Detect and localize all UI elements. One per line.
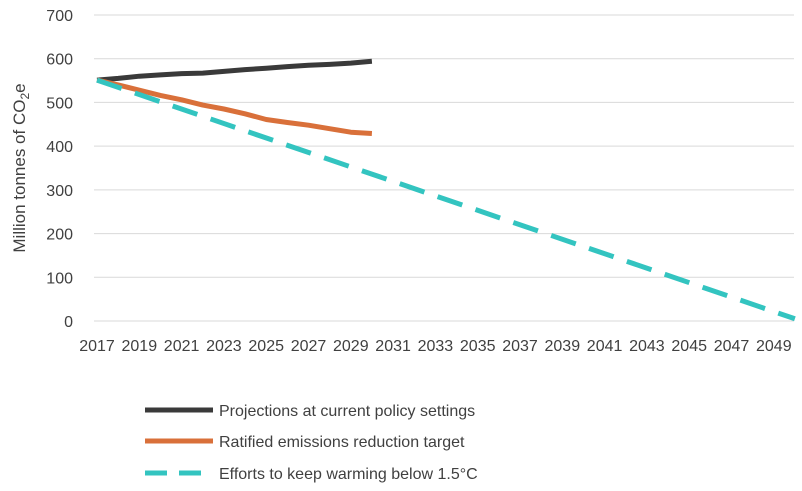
x-tick-label: 2031 — [375, 338, 411, 355]
y-axis-label-tail: e — [10, 83, 29, 92]
gridlines — [94, 14, 794, 322]
x-tick-label: 2025 — [248, 338, 284, 355]
x-tick-label: 2017 — [79, 338, 115, 355]
legend-label-3: Efforts to keep warming below 1.5°C — [219, 466, 478, 483]
x-tick-label: 2039 — [545, 338, 581, 355]
legend: Projections at current policy settings Ra… — [145, 403, 478, 483]
x-axis-ticks: 2017 2019 2021 2023 2025 2027 2029 2031 2033 2035… — [79, 338, 791, 355]
y-axis-ticks: 0 100 200 300 400 500 600 700 — [46, 8, 73, 331]
x-tick-label: 2045 — [671, 338, 707, 355]
y-tick-label: 400 — [46, 139, 73, 156]
x-tick-label: 2035 — [460, 338, 496, 355]
y-tick-label: 200 — [46, 227, 73, 244]
y-axis-label-main: Million tonnes of CO — [10, 100, 29, 253]
x-tick-label: 2047 — [714, 338, 750, 355]
legend-label-2: Ratified emissions reduction target — [219, 434, 465, 451]
series-line-3 — [96, 77, 796, 322]
y-tick-label: 600 — [46, 52, 73, 69]
x-tick-label: 2023 — [206, 338, 242, 355]
x-tick-label: 2027 — [291, 338, 327, 355]
y-axis-label-sub: 2 — [18, 93, 32, 100]
legend-label-1: Projections at current policy settings — [219, 403, 475, 420]
x-tick-label: 2037 — [502, 338, 538, 355]
y-tick-label: 100 — [46, 270, 73, 287]
y-tick-label: 700 — [46, 8, 73, 25]
y-tick-label: 300 — [46, 183, 73, 200]
x-tick-label: 2021 — [164, 338, 200, 355]
x-tick-label: 2043 — [629, 338, 665, 355]
y-axis-label: Million tonnes of CO2e — [10, 83, 32, 252]
x-tick-label: 2041 — [587, 338, 623, 355]
y-tick-label: 0 — [64, 314, 73, 331]
x-tick-label: 2049 — [756, 338, 792, 355]
series-line-1 — [96, 58, 373, 83]
series-line-2 — [96, 77, 373, 136]
x-tick-label: 2019 — [122, 338, 158, 355]
x-tick-label: 2029 — [333, 338, 369, 355]
x-tick-label: 2033 — [418, 338, 454, 355]
y-tick-label: 500 — [46, 95, 73, 112]
series-lines — [96, 58, 796, 322]
